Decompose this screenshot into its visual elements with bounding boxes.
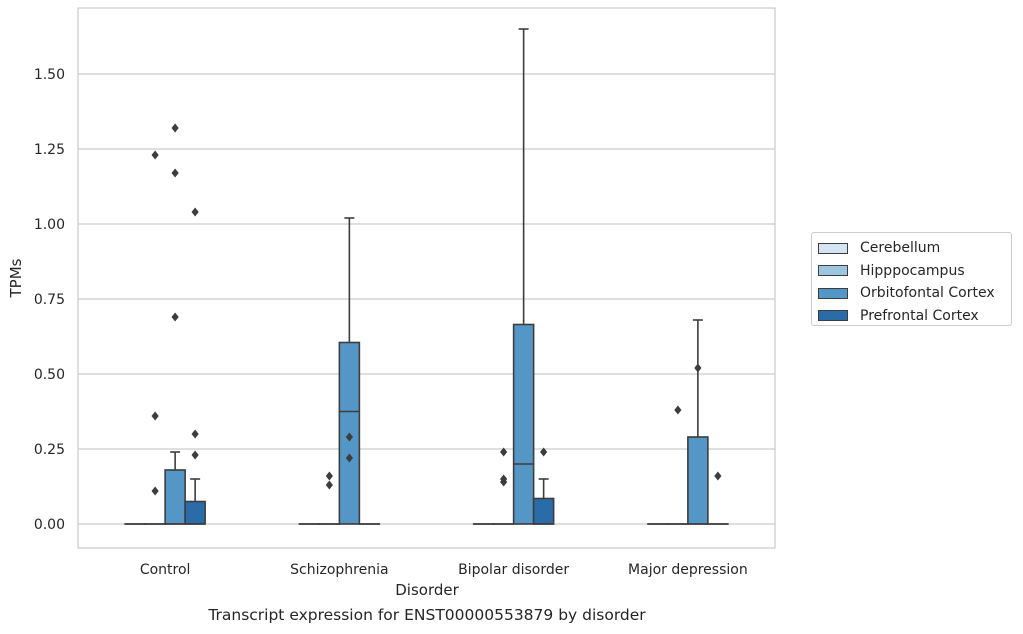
legend-swatch (818, 242, 848, 254)
y-tick-label: 0.00 (34, 517, 65, 533)
legend-label: Prefrontal Cortex (860, 307, 979, 324)
y-tick-label: 1.50 (34, 67, 65, 83)
x-tick-label: Bipolar disorder (458, 562, 569, 578)
box (184, 500, 206, 525)
y-tick-label: 0.50 (34, 367, 65, 383)
outlier-point (714, 471, 722, 481)
outlier-point (500, 447, 508, 457)
outlier-point (694, 363, 702, 373)
legend-label: Cerebellum (860, 240, 941, 257)
y-tick-label: 0.75 (34, 292, 65, 308)
outlier-point (151, 150, 159, 160)
outlier-point (191, 450, 199, 460)
y-tick-label: 1.00 (34, 217, 65, 233)
outlier-point (191, 429, 199, 439)
x-tick-label: Schizophrenia (290, 562, 388, 578)
outlier-point (171, 123, 179, 133)
y-tick-label: 1.25 (34, 142, 65, 158)
legend-swatch (818, 265, 848, 277)
box-series (124, 28, 729, 525)
outlier-point (151, 486, 159, 496)
outlier-point (500, 474, 508, 484)
legend-label: Hipppocampus (860, 262, 965, 279)
series-hipppocampus (144, 150, 689, 525)
x-axis-title: Disorder (395, 581, 459, 599)
outlier-point (325, 471, 333, 481)
legend: Cerebellum Hipppocampus Orbitofontal Corte… (811, 232, 1012, 326)
legend-swatch (818, 287, 848, 299)
y-tick-labels: 0.00 0.25 0.50 0.75 1.00 1.25 1.50 (34, 67, 65, 533)
x-tick-label: Control (140, 562, 191, 578)
box (512, 323, 535, 525)
legend-item: Orbitofontal Cortex (818, 282, 1011, 305)
legend-label: Orbitofontal Cortex (860, 285, 995, 302)
outlier-point (191, 207, 199, 217)
box (532, 497, 555, 525)
outlier-point (325, 480, 333, 490)
legend-swatch (818, 310, 848, 322)
outlier-point (345, 453, 353, 463)
legend-item: Prefrontal Cortex (818, 305, 1011, 328)
outlier-point (171, 168, 179, 178)
box (687, 436, 709, 525)
figure-caption: Transcript expression for ENST0000055387… (208, 606, 646, 624)
outlier-point (674, 405, 682, 415)
box (164, 469, 186, 525)
series-orbitofontal-cortex (164, 28, 709, 525)
x-tick-labels: Control Schizophrenia Bipolar disorder Majo… (140, 562, 748, 578)
x-tick-label: Major depression (628, 562, 748, 578)
outlier-point (345, 432, 353, 442)
series-prefrontal-cortex (184, 207, 729, 525)
outlier-point (540, 447, 548, 457)
legend-item: Hipppocampus (818, 260, 1011, 283)
y-tick-label: 0.25 (34, 442, 65, 458)
outlier-point (171, 312, 179, 322)
legend-item: Cerebellum (818, 237, 1011, 260)
plot-area (77, 7, 776, 549)
y-axis-title: TPMs (7, 258, 25, 298)
outlier-point (151, 411, 159, 421)
